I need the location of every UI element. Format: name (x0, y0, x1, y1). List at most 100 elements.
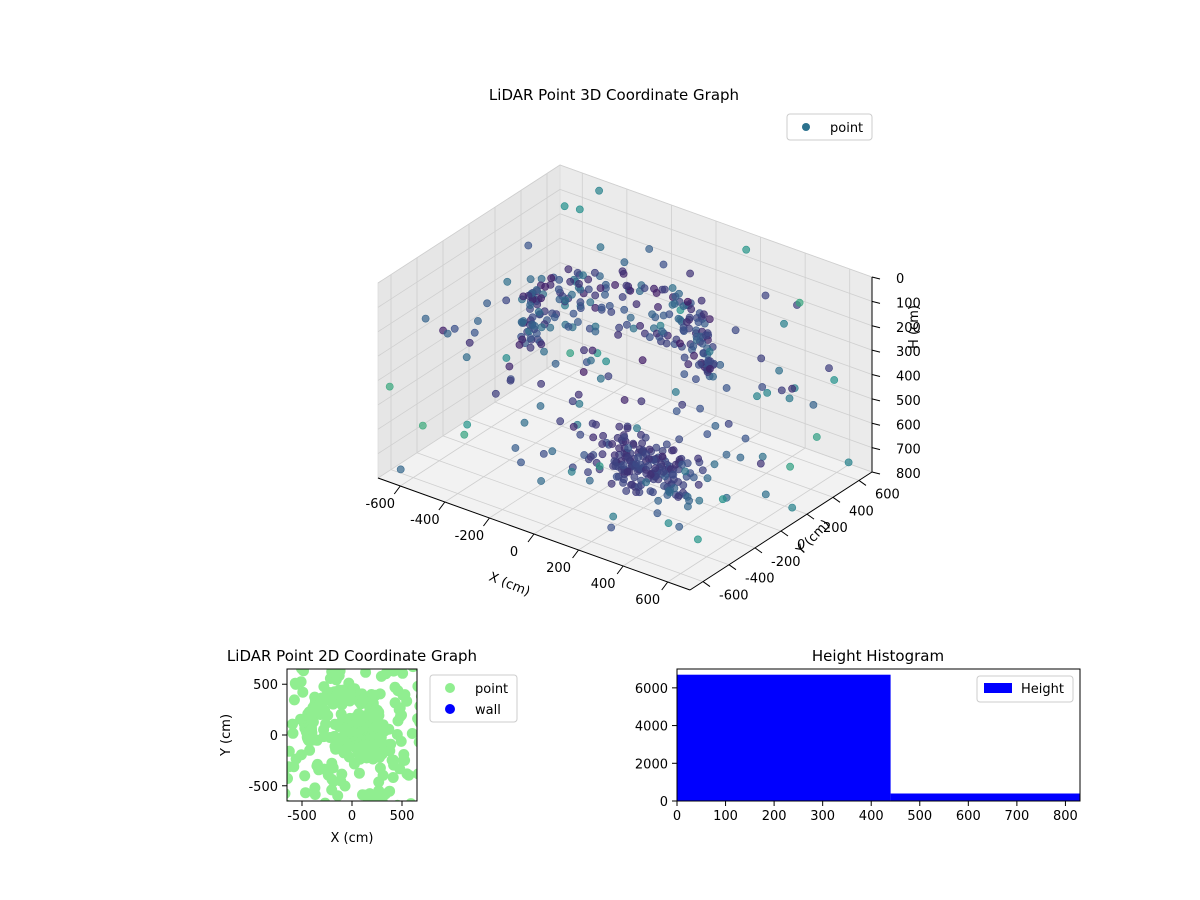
point-3d (736, 453, 745, 462)
point-3d (632, 459, 641, 468)
point-3d (658, 327, 666, 336)
chart-3d-points (385, 186, 853, 544)
point-2d (339, 780, 351, 792)
point-3d (517, 458, 525, 467)
point-3d (579, 271, 587, 280)
point-3d (551, 359, 560, 368)
chart-hist-legend-swatch (984, 683, 1012, 693)
point-3d (758, 383, 767, 391)
point-3d (763, 388, 772, 397)
z-tick (871, 422, 881, 426)
point-3d (491, 389, 500, 398)
point-3d (694, 454, 702, 463)
point-3d (548, 447, 557, 456)
point-2d (295, 749, 307, 761)
point-3d (731, 326, 740, 335)
point-3d (418, 421, 427, 430)
x-tick-label: 400 (859, 809, 884, 824)
point-3d (698, 339, 707, 348)
point-3d (528, 320, 537, 329)
point-3d (619, 461, 628, 470)
point-3d (624, 444, 633, 452)
point-3d (786, 462, 794, 471)
point-2d (383, 723, 395, 735)
point-3d (623, 467, 632, 476)
point-3d (564, 265, 573, 274)
point-3d (670, 299, 679, 308)
x-tick (483, 517, 490, 527)
point-3d (450, 324, 459, 333)
chart-3d-legend-label: point (830, 121, 863, 136)
point-3d (692, 375, 700, 383)
point-2d (360, 669, 372, 678)
grid-z-left (377, 189, 561, 308)
point-3d (686, 269, 694, 278)
point-3d (596, 284, 605, 292)
point-2d (332, 790, 344, 801)
point-3d (604, 372, 613, 381)
point-3d (534, 307, 543, 316)
point-3d (611, 281, 619, 289)
point-3d (607, 523, 616, 532)
point-3d (641, 433, 650, 442)
point-3d (699, 349, 708, 357)
point-3d (705, 347, 714, 356)
point-3d (601, 290, 609, 299)
point-3d (609, 512, 618, 521)
point-3d (620, 258, 629, 267)
y-tick-label: -500 (248, 780, 278, 795)
point-3d (546, 323, 555, 332)
point-3d (703, 430, 712, 438)
point-3d (629, 324, 638, 333)
point-3d (568, 397, 577, 406)
point-3d (566, 277, 575, 286)
z-tick (871, 300, 881, 304)
point-3d (645, 245, 654, 253)
point-2d (414, 701, 417, 711)
point-3d (574, 318, 582, 326)
point-3d (596, 243, 605, 251)
x-tick-label: 200 (762, 809, 787, 824)
point-3d (695, 360, 703, 369)
point-3d (511, 444, 520, 452)
point-3d (785, 394, 794, 403)
point-2d (288, 761, 300, 773)
point-2d (374, 688, 386, 700)
point-3d (659, 260, 668, 269)
z-tick-label: 100 (896, 296, 921, 311)
grid-z-left (377, 237, 561, 357)
point-3d (556, 417, 565, 426)
point-3d (689, 473, 698, 482)
point-3d (690, 351, 698, 360)
point-3d (672, 407, 681, 415)
chart-hist: Height Histogram 0 100 200 300 400 500 600 700 8… (635, 647, 1081, 824)
point-3d (622, 487, 631, 495)
hist-bar (890, 793, 1080, 801)
y-tick-label: 6000 (635, 682, 668, 697)
point-3d (777, 386, 786, 395)
point-3d (700, 310, 708, 319)
point-3d (640, 284, 649, 292)
point-3d (580, 346, 588, 355)
x-tick (527, 533, 535, 543)
point-3d (564, 322, 573, 331)
point-2d (287, 718, 298, 730)
point-2d (288, 694, 300, 706)
x-tick-label: 400 (591, 577, 616, 592)
chart-2d-title: LiDAR Point 2D Coordinate Graph (227, 647, 477, 665)
chart-2d-legend: point wall (429, 674, 518, 723)
x-tick-label: -200 (455, 529, 485, 544)
point-3d (503, 277, 512, 286)
grid-z-left (377, 164, 561, 284)
point-3d (547, 274, 556, 283)
point-3d (694, 535, 702, 544)
chart-hist-bars (677, 674, 1080, 801)
y-tick (754, 547, 763, 554)
point-3d (585, 476, 594, 485)
x-tick-label: 100 (713, 809, 738, 824)
point-3d (473, 317, 482, 325)
grid-z-back (559, 237, 873, 351)
chart-hist-legend-label: Height (1021, 682, 1064, 697)
point-3d (483, 299, 491, 308)
point-3d (664, 487, 673, 495)
